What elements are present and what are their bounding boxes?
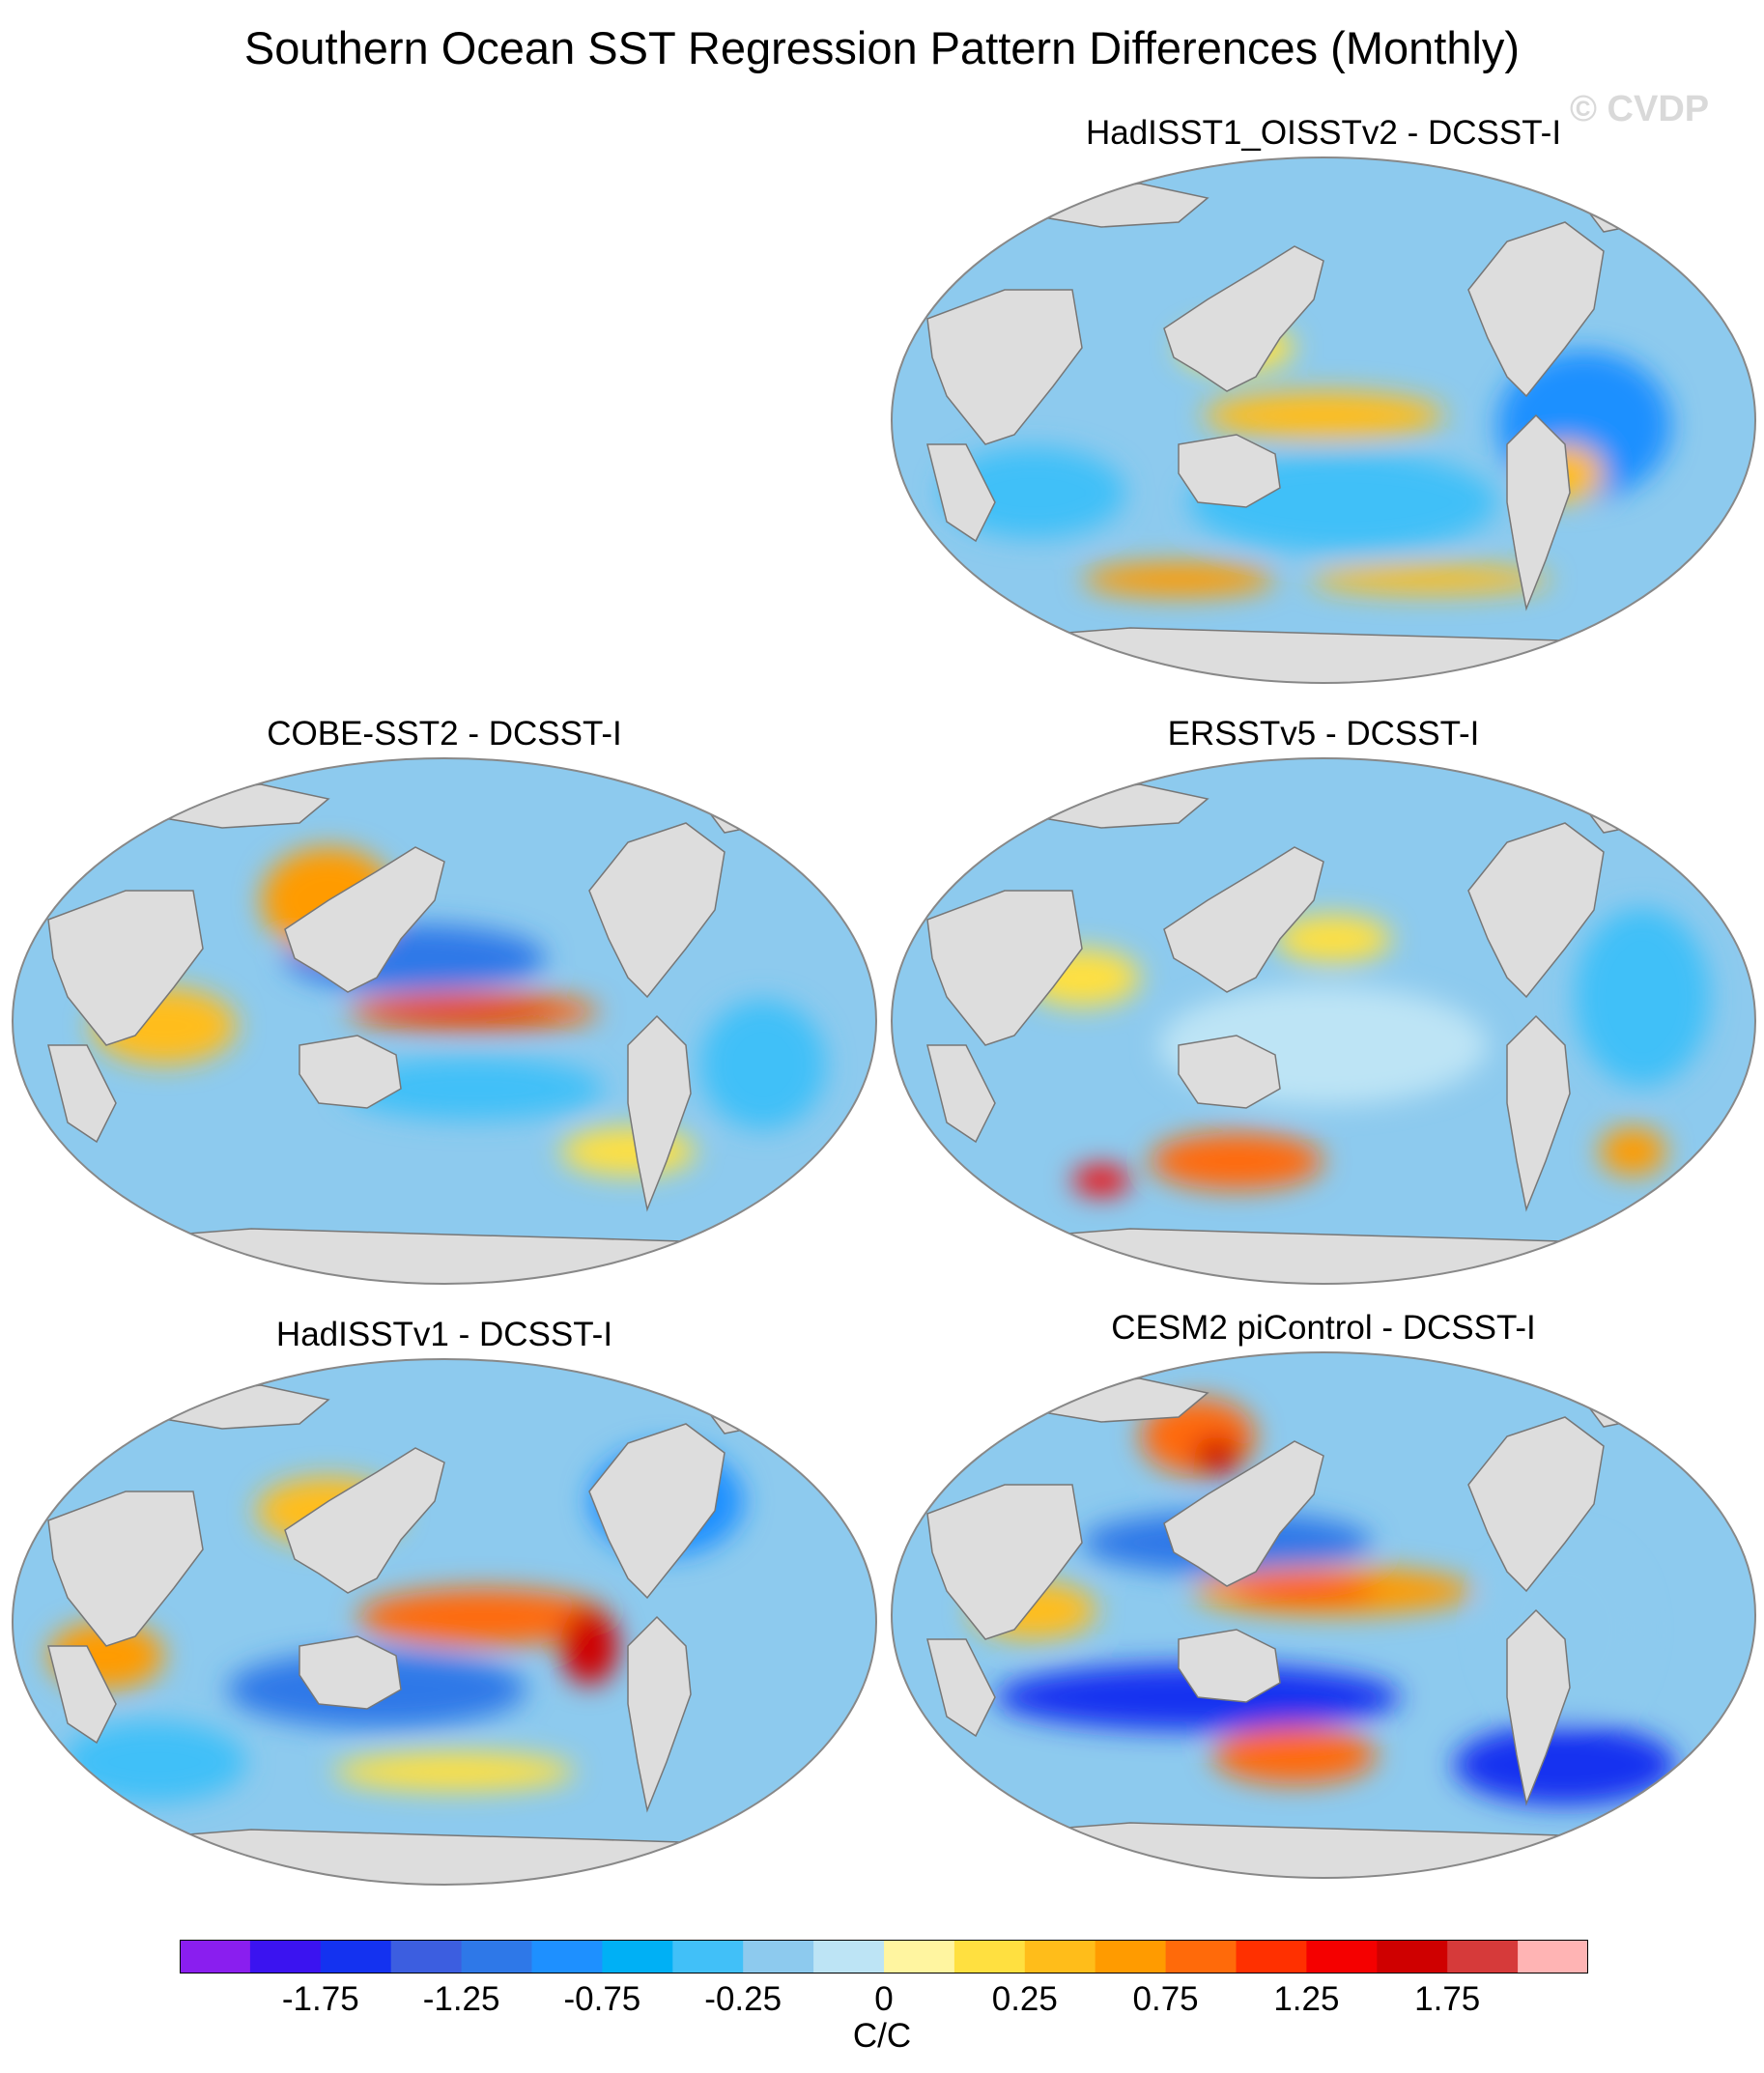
colorbar-swatch	[1236, 1940, 1307, 1974]
colorbar-tick-label: -1.75	[281, 1980, 359, 2018]
colorbar-tick-label: -0.25	[704, 1980, 782, 2018]
panel-title: ERSSTv5 - DCSST-I	[1167, 715, 1480, 753]
land-mass	[588, 1423, 726, 1600]
watermark: © CVDP	[1570, 89, 1710, 129]
colorbar	[180, 1940, 1588, 1974]
colorbar-swatch	[672, 1940, 744, 1974]
colorbar-tick-label: 1.25	[1273, 1980, 1340, 2018]
land-mass	[588, 822, 726, 999]
land-mass	[47, 1491, 204, 1647]
colorbar-swatch	[1024, 1940, 1096, 1974]
colorbar-tick-label: -1.25	[422, 1980, 500, 2018]
land-mass	[1178, 1629, 1281, 1703]
land-mass	[1467, 221, 1605, 398]
land-mass	[1163, 846, 1324, 993]
land-mass	[963, 1228, 1682, 1284]
land-mass	[627, 1615, 692, 1813]
land-mass	[1506, 413, 1571, 611]
colorbar-swatch	[1306, 1940, 1378, 1974]
map-panel-ersstv5: ERSSTv5 - DCSST-I	[889, 715, 1758, 1294]
world-map	[891, 757, 1756, 1285]
panel-title: CESM2 piControl - DCSST-I	[1111, 1309, 1536, 1347]
land-mass	[1467, 1416, 1605, 1593]
land-mass	[963, 627, 1682, 683]
land-mass	[1163, 1440, 1324, 1587]
colorbar-swatch	[390, 1940, 463, 1974]
colorbar-swatch	[813, 1940, 885, 1974]
map-panel-hadisst1-oisstv2: HadISST1_OISSTv2 - DCSST-I	[889, 114, 1758, 694]
panel-title: HadISSTv1 - DCSST-I	[275, 1316, 613, 1353]
land-mass	[47, 890, 204, 1046]
land-mass	[926, 289, 1083, 445]
colorbar-tick-labels: -1.75 -1.25 -0.75 -0.25 0 0.25 0.75 1.25 1.75	[0, 1980, 1764, 2029]
colorbar-unit: C/C	[852, 2017, 912, 2055]
map-panel-hadisstv1: HadISSTv1 - DCSST-I	[10, 1316, 879, 1895]
land-mass	[926, 1484, 1083, 1640]
land-mass	[1506, 1608, 1571, 1806]
colorbar-swatch	[1518, 1940, 1588, 1974]
colorbar-swatch	[743, 1940, 814, 1974]
land-mass	[284, 846, 445, 993]
colorbar-tick-label: 0.75	[1132, 1980, 1199, 2018]
colorbar-tick-label: 0.25	[991, 1980, 1058, 2018]
land-mass	[299, 1035, 402, 1109]
colorbar-swatch	[531, 1940, 603, 1974]
map-panel-cesm2-picontrol: CESM2 piControl - DCSST-I	[889, 1309, 1758, 1888]
colorbar-swatch	[249, 1940, 322, 1974]
world-map	[891, 156, 1756, 684]
colorbar-swatch	[1095, 1940, 1167, 1974]
figure-title: Southern Ocean SST Regression Pattern Di…	[243, 22, 1521, 73]
land-mass	[84, 1829, 803, 1885]
colorbar-swatch	[1165, 1940, 1237, 1974]
land-mass	[926, 890, 1083, 1046]
colorbar-swatch	[180, 1940, 251, 1974]
land-mass	[926, 443, 996, 543]
colorbar-tick-label: -0.75	[563, 1980, 641, 2018]
colorbar-swatch	[953, 1940, 1026, 1974]
land-mass	[1178, 434, 1281, 508]
world-map	[12, 1358, 877, 1886]
world-map	[12, 757, 877, 1285]
colorbar-tick-label: 0	[874, 1980, 894, 2018]
land-mass	[47, 1044, 117, 1144]
land-mass	[1178, 1035, 1281, 1109]
colorbar-swatch	[884, 1940, 955, 1974]
land-mass	[926, 1638, 996, 1738]
world-map	[891, 1351, 1756, 1879]
colorbar-swatch	[1447, 1940, 1519, 1974]
colorbar-swatch	[602, 1940, 673, 1974]
land-mass	[284, 1447, 445, 1594]
colorbar-swatch	[461, 1940, 532, 1974]
colorbar-swatch	[1377, 1940, 1448, 1974]
land-mass	[84, 1228, 803, 1284]
panel-title: HadISST1_OISSTv2 - DCSST-I	[1085, 114, 1562, 152]
land-mass	[299, 1635, 402, 1710]
land-mass	[963, 1822, 1682, 1878]
colorbar-tick-label: 1.75	[1414, 1980, 1481, 2018]
land-mass	[926, 1044, 996, 1144]
land-mass	[627, 1014, 692, 1212]
land-mass	[1506, 1014, 1571, 1212]
map-panel-cobe-sst2: COBE-SST2 - DCSST-I	[10, 715, 879, 1294]
colorbar-swatch	[320, 1940, 392, 1974]
land-mass	[47, 1645, 117, 1745]
land-mass	[1163, 245, 1324, 392]
panel-title: COBE-SST2 - DCSST-I	[267, 715, 622, 753]
land-mass	[1467, 822, 1605, 999]
